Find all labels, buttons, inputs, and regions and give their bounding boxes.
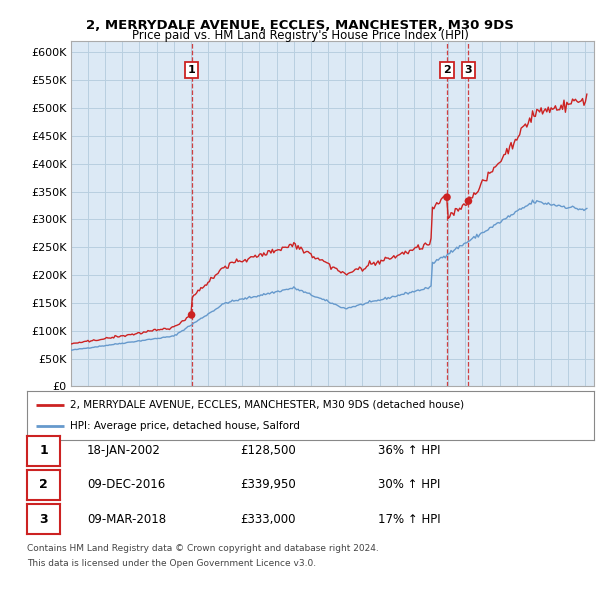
Text: £339,950: £339,950: [240, 478, 296, 491]
Point: [442, 192, 452, 202]
Text: 2, MERRYDALE AVENUE, ECCLES, MANCHESTER, M30 9DS: 2, MERRYDALE AVENUE, ECCLES, MANCHESTER,…: [86, 19, 514, 32]
Text: 2: 2: [39, 478, 48, 491]
Text: 09-MAR-2018: 09-MAR-2018: [87, 513, 166, 526]
Text: 2: 2: [443, 65, 451, 76]
Text: 3: 3: [464, 65, 472, 76]
Text: HPI: Average price, detached house, Salford: HPI: Average price, detached house, Salf…: [70, 421, 299, 431]
Text: 17% ↑ HPI: 17% ↑ HPI: [378, 513, 440, 526]
Point: [187, 310, 196, 320]
Text: £128,500: £128,500: [240, 444, 296, 457]
Text: 1: 1: [188, 65, 196, 76]
Text: 30% ↑ HPI: 30% ↑ HPI: [378, 478, 440, 491]
Text: £333,000: £333,000: [240, 513, 296, 526]
Text: Contains HM Land Registry data © Crown copyright and database right 2024.: Contains HM Land Registry data © Crown c…: [27, 545, 379, 553]
Text: 1: 1: [39, 444, 48, 457]
Text: 18-JAN-2002: 18-JAN-2002: [87, 444, 161, 457]
Text: 36% ↑ HPI: 36% ↑ HPI: [378, 444, 440, 457]
Text: 3: 3: [39, 513, 48, 526]
Text: 2, MERRYDALE AVENUE, ECCLES, MANCHESTER, M30 9DS (detached house): 2, MERRYDALE AVENUE, ECCLES, MANCHESTER,…: [70, 399, 464, 409]
Text: This data is licensed under the Open Government Licence v3.0.: This data is licensed under the Open Gov…: [27, 559, 316, 568]
Text: Price paid vs. HM Land Registry's House Price Index (HPI): Price paid vs. HM Land Registry's House …: [131, 30, 469, 42]
Text: 09-DEC-2016: 09-DEC-2016: [87, 478, 165, 491]
Point: [464, 196, 473, 206]
